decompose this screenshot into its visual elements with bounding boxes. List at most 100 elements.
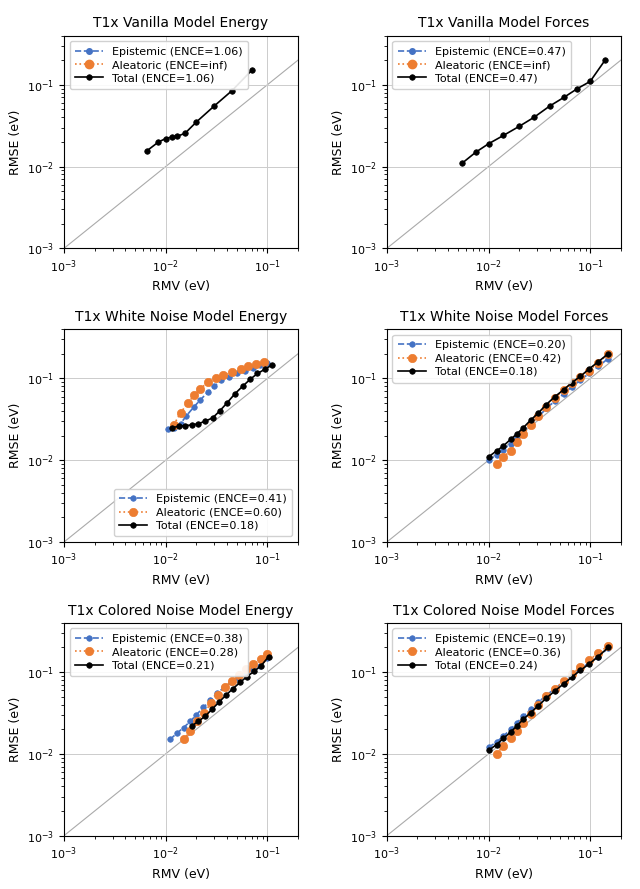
Title: T1x Vanilla Model Energy: T1x Vanilla Model Energy: [93, 16, 269, 30]
Aleatoric (ENCE=0.60): [220, 370, 227, 380]
Title: T1x Vanilla Model Forces: T1x Vanilla Model Forces: [418, 16, 589, 30]
Total (ENCE=0.47): [458, 158, 466, 169]
Epistemic (ENCE=0.41): [182, 411, 190, 421]
Total (ENCE=0.18): [604, 348, 612, 359]
Total (ENCE=1.06): [168, 132, 176, 142]
Total (ENCE=0.47): [573, 84, 581, 94]
Line: Epistemic (ENCE=0.20): Epistemic (ENCE=0.20): [486, 356, 611, 463]
Aleatoric (ENCE=0.36): [577, 661, 584, 672]
Epistemic (ENCE=0.41): [177, 419, 184, 429]
Total (ENCE=1.06): [173, 131, 181, 141]
Legend: Epistemic (ENCE=1.06), Aleatoric (ENCE=inf), Total (ENCE=1.06): Epistemic (ENCE=1.06), Aleatoric (ENCE=i…: [70, 41, 248, 89]
Epistemic (ENCE=0.38): [186, 716, 194, 726]
Aleatoric (ENCE=0.28): [186, 725, 194, 736]
Total (ENCE=0.21): [215, 697, 223, 708]
Total (ENCE=1.06): [228, 85, 236, 96]
Total (ENCE=0.24): [568, 672, 576, 683]
Total (ENCE=0.18): [202, 416, 209, 427]
Epistemic (ENCE=0.38): [200, 702, 207, 713]
Total (ENCE=0.18): [585, 364, 593, 374]
Total (ENCE=0.18): [223, 397, 231, 408]
Total (ENCE=0.47): [484, 139, 492, 149]
Total (ENCE=0.47): [500, 130, 508, 140]
Y-axis label: RMSE (eV): RMSE (eV): [9, 697, 22, 762]
Epistemic (ENCE=0.20): [520, 425, 527, 436]
Total (ENCE=0.18): [595, 356, 602, 367]
Epistemic (ENCE=0.20): [543, 403, 550, 413]
Aleatoric (ENCE=0.28): [200, 708, 208, 718]
Line: Aleatoric (ENCE=0.42): Aleatoric (ENCE=0.42): [492, 349, 612, 469]
Line: Total (ENCE=0.24): Total (ENCE=0.24): [486, 645, 611, 753]
Total (ENCE=0.47): [472, 147, 479, 157]
Total (ENCE=0.24): [543, 693, 550, 703]
Title: T1x Colored Noise Model Energy: T1x Colored Noise Model Energy: [68, 604, 294, 618]
Epistemic (ENCE=0.41): [257, 360, 264, 371]
Aleatoric (ENCE=0.36): [560, 676, 568, 686]
Total (ENCE=0.18): [261, 364, 269, 374]
Total (ENCE=0.47): [546, 100, 554, 111]
Epistemic (ENCE=0.38): [264, 653, 271, 663]
Line: Epistemic (ENCE=0.41): Epistemic (ENCE=0.41): [165, 360, 270, 432]
Total (ENCE=0.24): [520, 714, 527, 725]
Total (ENCE=0.18): [181, 420, 189, 431]
Y-axis label: RMSE (eV): RMSE (eV): [9, 109, 22, 174]
Total (ENCE=0.24): [534, 701, 542, 711]
Aleatoric (ENCE=0.60): [244, 361, 252, 372]
Line: Aleatoric (ENCE=0.60): Aleatoric (ENCE=0.60): [170, 357, 268, 429]
Aleatoric (ENCE=0.28): [236, 669, 243, 680]
Epistemic (ENCE=0.19): [568, 670, 576, 681]
Epistemic (ENCE=0.19): [604, 643, 612, 653]
Epistemic (ENCE=0.19): [484, 742, 492, 753]
Line: Total (ENCE=0.21): Total (ENCE=0.21): [189, 653, 271, 729]
Total (ENCE=0.47): [530, 112, 538, 123]
Epistemic (ENCE=0.38): [180, 722, 188, 733]
Aleatoric (ENCE=0.60): [204, 377, 212, 388]
Epistemic (ENCE=0.20): [577, 375, 584, 386]
Epistemic (ENCE=0.38): [193, 709, 200, 720]
Aleatoric (ENCE=0.42): [520, 428, 527, 439]
Aleatoric (ENCE=0.60): [170, 420, 177, 430]
Aleatoric (ENCE=0.36): [551, 683, 559, 693]
Epistemic (ENCE=0.38): [227, 677, 235, 688]
Epistemic (ENCE=0.19): [585, 658, 593, 669]
Epistemic (ENCE=0.19): [534, 697, 542, 708]
Epistemic (ENCE=0.19): [507, 724, 515, 734]
Epistemic (ENCE=0.20): [507, 438, 515, 449]
Line: Total (ENCE=0.47): Total (ENCE=0.47): [460, 58, 608, 166]
Aleatoric (ENCE=0.42): [527, 420, 534, 430]
Epistemic (ENCE=0.19): [520, 710, 527, 721]
Total (ENCE=0.18): [534, 407, 542, 418]
Total (ENCE=0.18): [209, 412, 216, 423]
Epistemic (ENCE=0.19): [577, 664, 584, 675]
Epistemic (ENCE=0.41): [233, 368, 241, 379]
Epistemic (ENCE=0.41): [211, 381, 218, 392]
Aleatoric (ENCE=0.60): [228, 366, 236, 377]
Total (ENCE=0.18): [560, 384, 568, 395]
Aleatoric (ENCE=0.60): [177, 407, 184, 418]
Total (ENCE=0.24): [507, 726, 515, 737]
Epistemic (ENCE=0.19): [493, 737, 500, 748]
Y-axis label: RMSE (eV): RMSE (eV): [9, 403, 22, 469]
Total (ENCE=1.06): [211, 100, 218, 111]
Epistemic (ENCE=0.20): [568, 381, 576, 392]
Aleatoric (ENCE=0.28): [250, 659, 257, 669]
Aleatoric (ENCE=0.28): [221, 682, 228, 693]
Aleatoric (ENCE=0.60): [184, 397, 191, 408]
Aleatoric (ENCE=0.60): [260, 356, 268, 367]
Total (ENCE=1.06): [181, 128, 189, 139]
Y-axis label: RMSE (eV): RMSE (eV): [332, 109, 344, 174]
Total (ENCE=0.24): [527, 708, 534, 718]
Aleatoric (ENCE=0.36): [493, 749, 500, 759]
Title: T1x White Noise Model Energy: T1x White Noise Model Energy: [75, 310, 287, 324]
Title: T1x White Noise Model Forces: T1x White Noise Model Forces: [399, 310, 608, 324]
Total (ENCE=0.21): [208, 704, 216, 715]
Y-axis label: RMSE (eV): RMSE (eV): [332, 403, 344, 469]
Epistemic (ENCE=0.41): [241, 365, 248, 376]
Aleatoric (ENCE=0.36): [534, 700, 542, 710]
Total (ENCE=0.18): [568, 377, 576, 388]
Total (ENCE=0.21): [222, 690, 230, 701]
Epistemic (ENCE=0.41): [217, 375, 225, 386]
Total (ENCE=0.24): [513, 721, 521, 732]
Y-axis label: RMSE (eV): RMSE (eV): [332, 697, 344, 762]
Epistemic (ENCE=0.38): [249, 664, 257, 675]
